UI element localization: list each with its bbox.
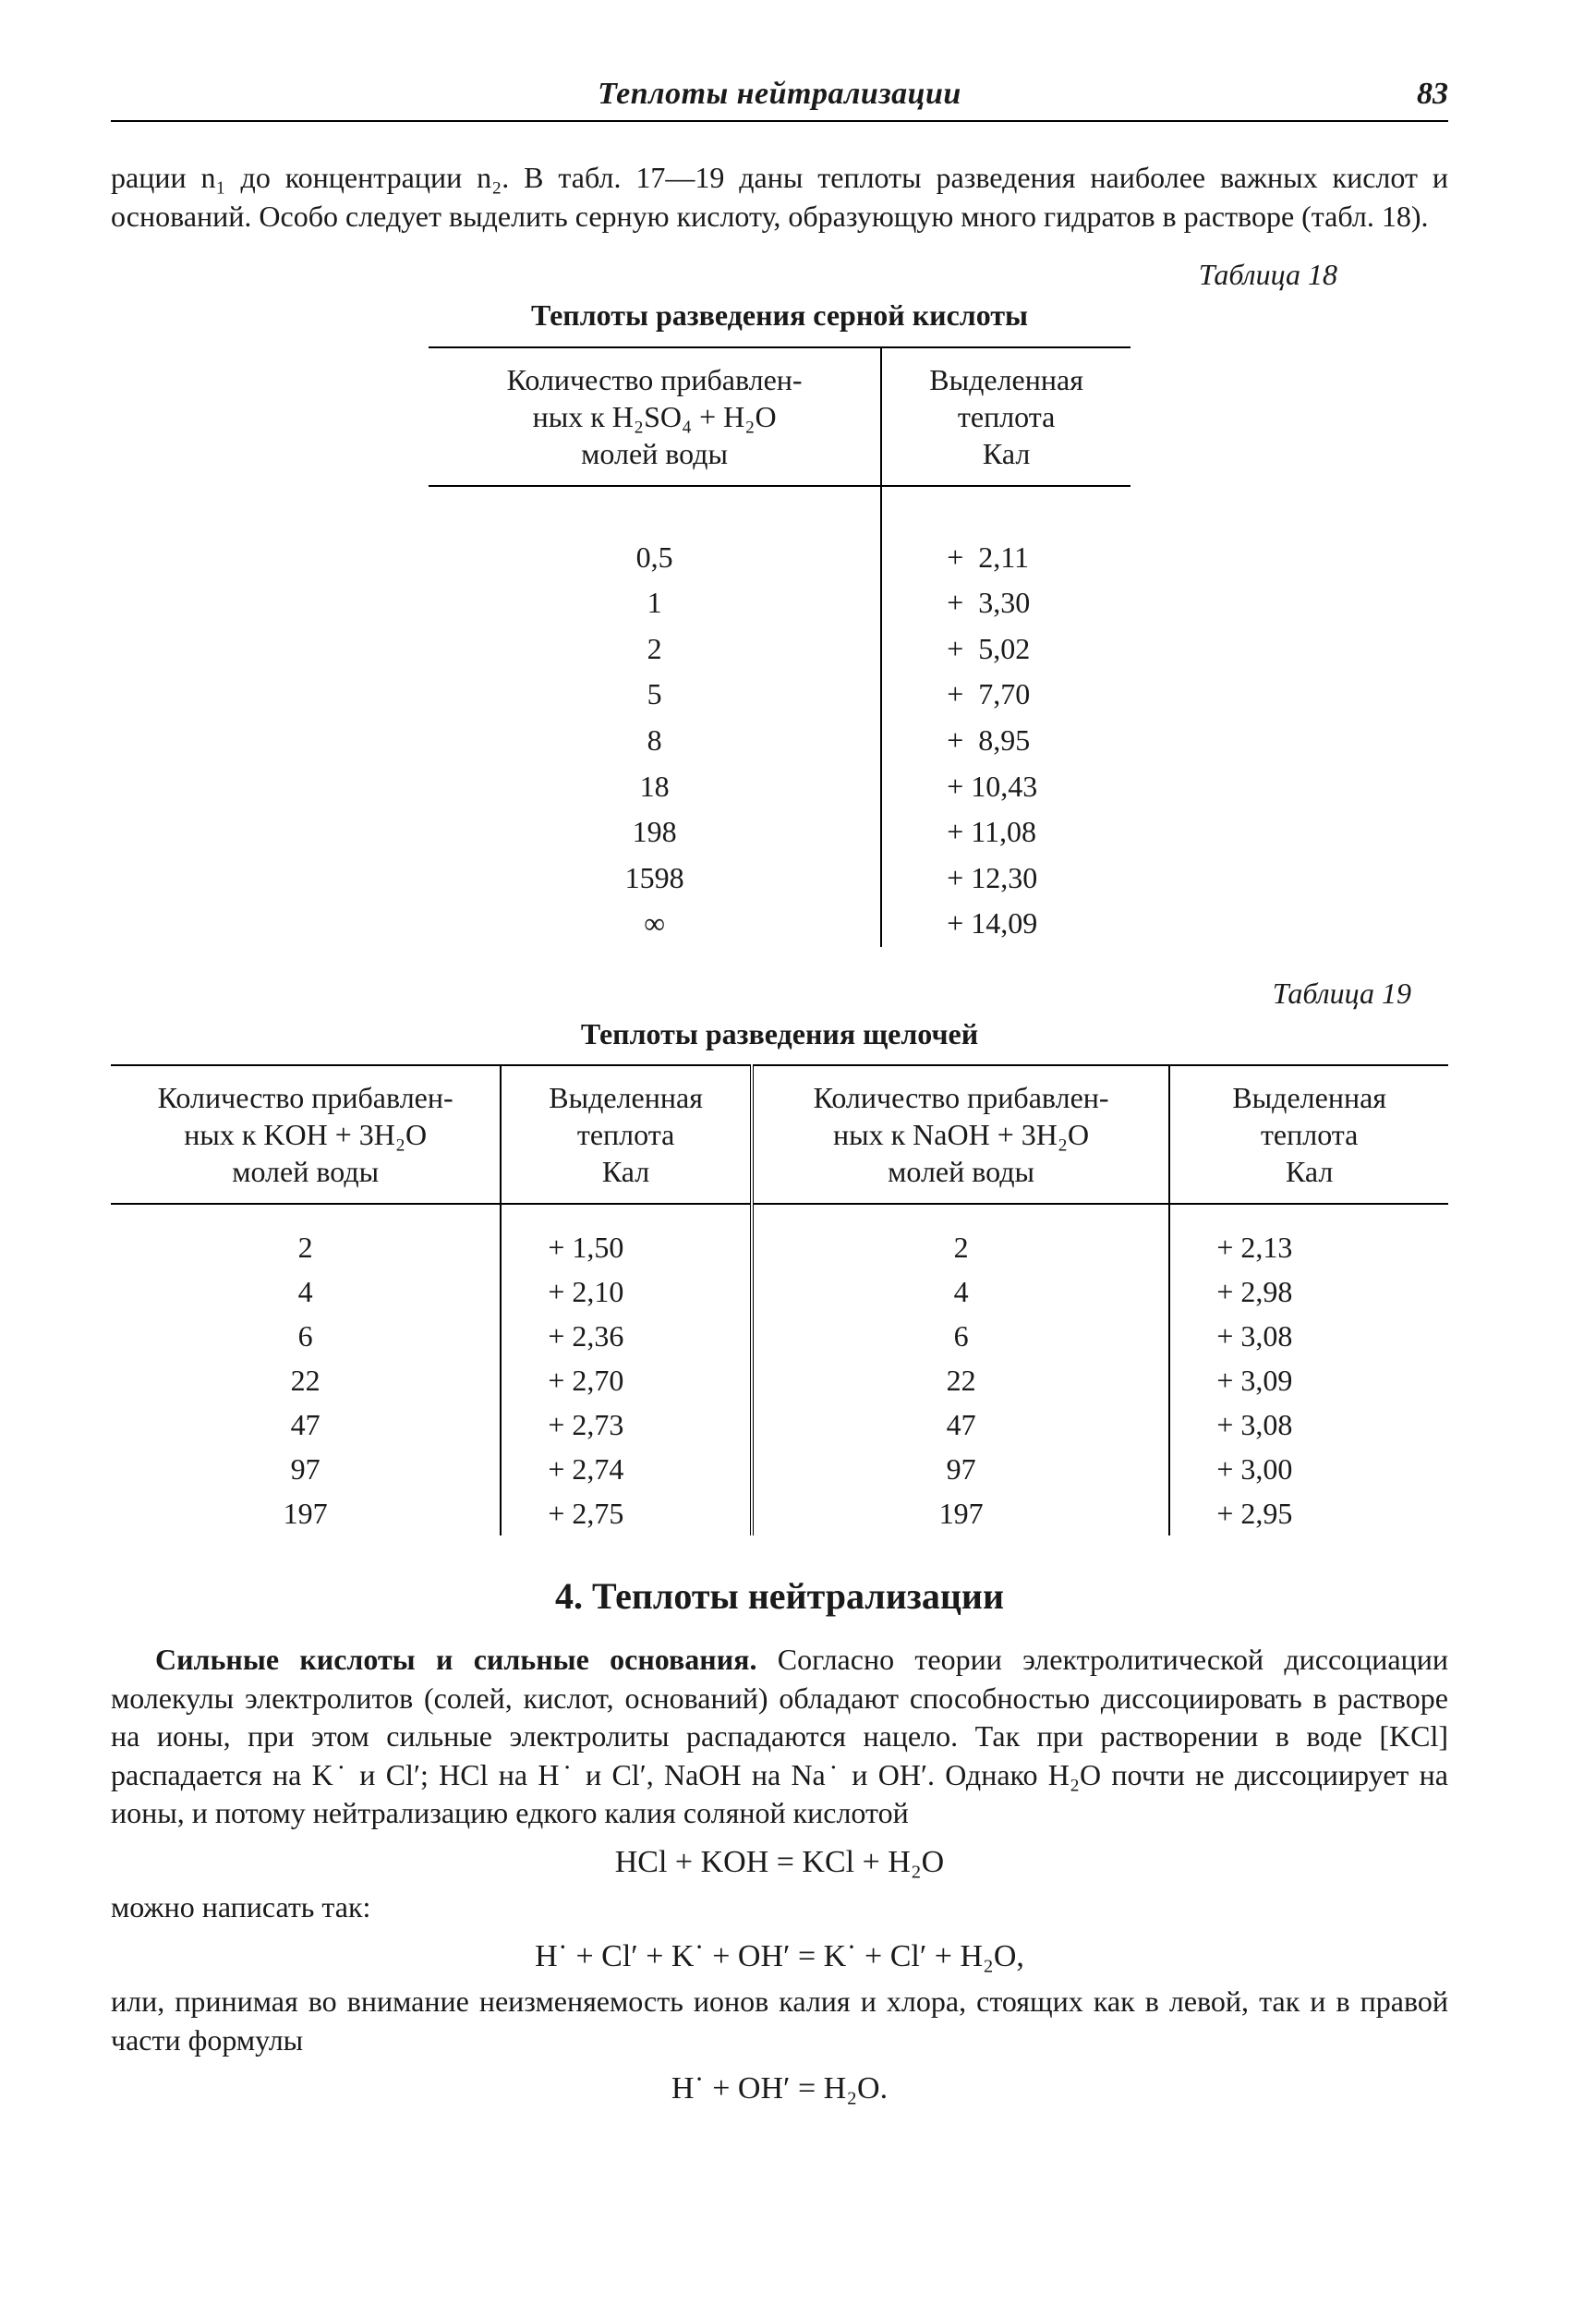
table-row: 18+ 10,43	[429, 764, 1130, 810]
table19-col4-header: Выделенная теплота Кал	[1169, 1065, 1448, 1204]
section-heading: 4. Теплоты нейтрализации	[111, 1572, 1448, 1620]
section-paragraph-2: или, принимая во внимание неизменяемость…	[111, 1983, 1448, 2059]
table-row: 8+ 8,95	[429, 718, 1130, 764]
table18-col2-header: Выделенная теплота Кал	[881, 347, 1130, 486]
table18-label: Таблица 18	[111, 256, 1337, 295]
equation-2: H˙ + Cl′ + K˙ + OH′ = K˙ + Cl′ + H₂O,	[111, 1936, 1448, 1977]
inter-text-1: можно написать так:	[111, 1888, 1448, 1927]
equation-3: H˙ + OH′ = H₂O.	[111, 2069, 1448, 2109]
lead-phrase: Сильные кислоты и сильные основания.	[155, 1643, 756, 1676]
section-paragraph-1: Сильные кислоты и сильные основания. Сог…	[111, 1641, 1448, 1833]
table-row: 1598+ 12,30	[429, 856, 1130, 902]
table-row: 5+ 7,70	[429, 672, 1130, 718]
table-row: 1+ 3,30	[429, 580, 1130, 626]
table19-col2-header: Выделенная теплота Кал	[501, 1065, 751, 1204]
page-number: 83	[1393, 74, 1448, 115]
table19-label: Таблица 19	[111, 975, 1411, 1013]
running-head: Теплоты нейтрализации 83	[111, 74, 1448, 122]
equation-1: HCl + KOH = KCl + H₂O	[111, 1842, 1448, 1883]
table-row: 197 + 2,75 197 + 2,95	[111, 1491, 1448, 1535]
table18-caption: Теплоты разведения серной кислоты	[111, 297, 1448, 335]
table-row: 0,5+ 2,11	[429, 535, 1130, 581]
table19-col3-header: Количество прибавлен- ных к NaOH + 3H₂O …	[752, 1065, 1170, 1204]
table19-col1-header: Количество прибавлен- ных к KOH + 3H₂O м…	[111, 1065, 501, 1204]
table-row: 2+ 5,02	[429, 626, 1130, 673]
table-row: 6 + 2,36 6 + 3,08	[111, 1314, 1448, 1358]
table19: Количество прибавлен- ных к KOH + 3H₂O м…	[111, 1064, 1448, 1535]
page: Теплоты нейтрализации 83 рации n₁ до кон…	[0, 0, 1596, 2306]
table18-col1-header: Количество прибавлен- ных к H₂SO₄ + H₂O …	[429, 347, 881, 486]
table-row: 2 + 1,50 2 + 2,13	[111, 1204, 1448, 1269]
table18-body: 0,5+ 2,11 1+ 3,30 2+ 5,02 5+ 7,70 8+ 8,9…	[429, 486, 1130, 947]
running-title: Теплоты нейтрализации	[166, 74, 1393, 115]
table-row: 97 + 2,74 97 + 3,00	[111, 1447, 1448, 1491]
table-row: 198+ 11,08	[429, 809, 1130, 856]
table-row: 47 + 2,73 47 + 3,08	[111, 1402, 1448, 1447]
intro-paragraph: рации n₁ до концентрации n₂. В табл. 17—…	[111, 159, 1448, 236]
table-row: 4 + 2,10 4 + 2,98	[111, 1269, 1448, 1314]
table19-caption: Теплоты разведения щелочей	[111, 1015, 1448, 1054]
table-row: 22 + 2,70 22 + 3,09	[111, 1358, 1448, 1402]
table-row: ∞+ 14,09	[429, 901, 1130, 947]
table19-body: 2 + 1,50 2 + 2,13 4 + 2,10 4 + 2,98 6 + …	[111, 1204, 1448, 1535]
table18: Количество прибавлен- ных к H₂SO₄ + H₂O …	[429, 346, 1130, 947]
